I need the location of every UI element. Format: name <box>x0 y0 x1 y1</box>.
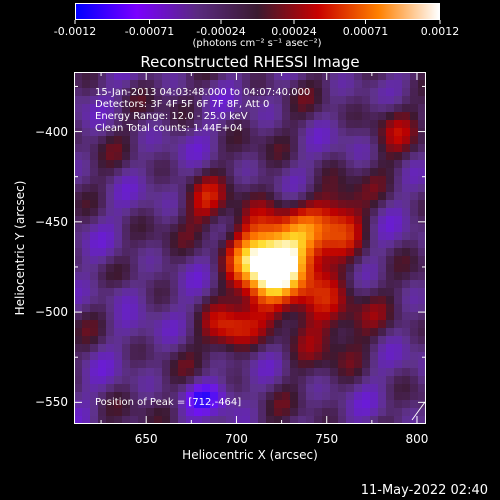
y-tick-label: −550 <box>35 395 68 410</box>
solar-limb-line <box>411 401 426 421</box>
x-tick-label: 750 <box>315 432 339 446</box>
x-tick-label: 650 <box>134 432 158 446</box>
colorbar <box>75 3 440 20</box>
colorbar-tick-label: -0.0012 <box>53 25 97 38</box>
info-detectors: Detectors: 3F 4F 5F 6F 7F 8F, Att 0 <box>95 99 270 110</box>
x-axis-title: Heliocentric X (arcsec) <box>182 448 318 462</box>
info-energy-range: Energy Range: 12.0 - 25.0 keV <box>95 111 248 122</box>
y-tick-label: −450 <box>35 214 68 229</box>
y-tick-label: −500 <box>35 305 68 320</box>
y-tick-label: −400 <box>35 124 68 139</box>
image-title: Reconstructed RHESSI Image <box>140 53 360 71</box>
x-tick-label: 700 <box>225 432 248 446</box>
heatmap-image <box>74 72 426 424</box>
colorbar-tick-label: 0.00071 <box>342 25 389 38</box>
y-axis-title: Heliocentric Y (arcsec) <box>13 180 27 316</box>
colorbar-ticks <box>74 20 441 24</box>
colorbar-unit: (photons cm⁻² s⁻¹ asec⁻²) <box>192 38 322 49</box>
info-clean-counts: Clean Total counts: 1.44E+04 <box>95 123 243 134</box>
info-time-range: 15-Jan-2013 04:03:48.000 to 04:07:40.000 <box>95 87 311 98</box>
colorbar-tick-label: -0.00024 <box>196 25 246 38</box>
heatmap-plot <box>74 72 426 424</box>
colorbar-tick-label: 0.00024 <box>271 25 317 38</box>
plot-border <box>74 72 426 424</box>
colorbar-tick-label: 0.0012 <box>420 25 460 38</box>
plot-frame <box>74 72 426 424</box>
peak-position: Position of Peak = [712,-464] <box>95 397 242 408</box>
colorbar-tick-label: -0.00071 <box>124 25 175 38</box>
datestamp: 11-May-2022 02:40 <box>360 483 488 498</box>
x-tick-label: 800 <box>405 432 429 446</box>
